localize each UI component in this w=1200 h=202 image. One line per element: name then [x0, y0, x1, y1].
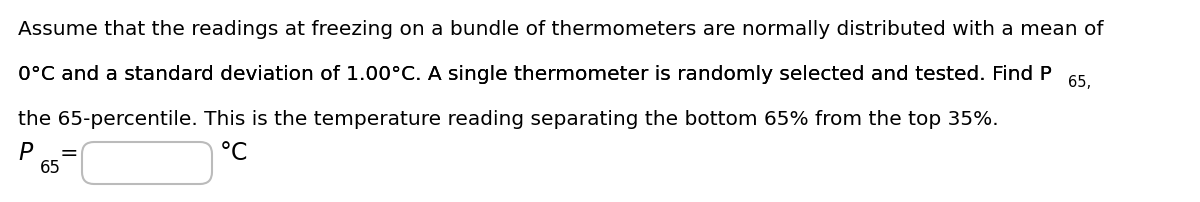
Text: $\it{P}$: $\it{P}$ — [18, 141, 35, 165]
Text: the 65-percentile. This is the temperature reading separating the bottom 65% fro: the 65-percentile. This is the temperatu… — [18, 110, 998, 129]
Text: =: = — [60, 144, 79, 164]
Text: °C: °C — [220, 141, 248, 165]
Text: 0°C and a standard deviation of 1.00°C. A single thermometer is randomly selecte: 0°C and a standard deviation of 1.00°C. … — [18, 65, 1052, 84]
Text: Assume that the readings at freezing on a bundle of thermometers are normally di: Assume that the readings at freezing on … — [18, 20, 1104, 39]
Text: 65,: 65, — [1068, 75, 1091, 90]
FancyBboxPatch shape — [82, 142, 212, 184]
Text: 0°C and a standard deviation of 1.00°C. A single thermometer is randomly selecte: 0°C and a standard deviation of 1.00°C. … — [18, 65, 1052, 84]
Text: 65: 65 — [40, 159, 61, 177]
